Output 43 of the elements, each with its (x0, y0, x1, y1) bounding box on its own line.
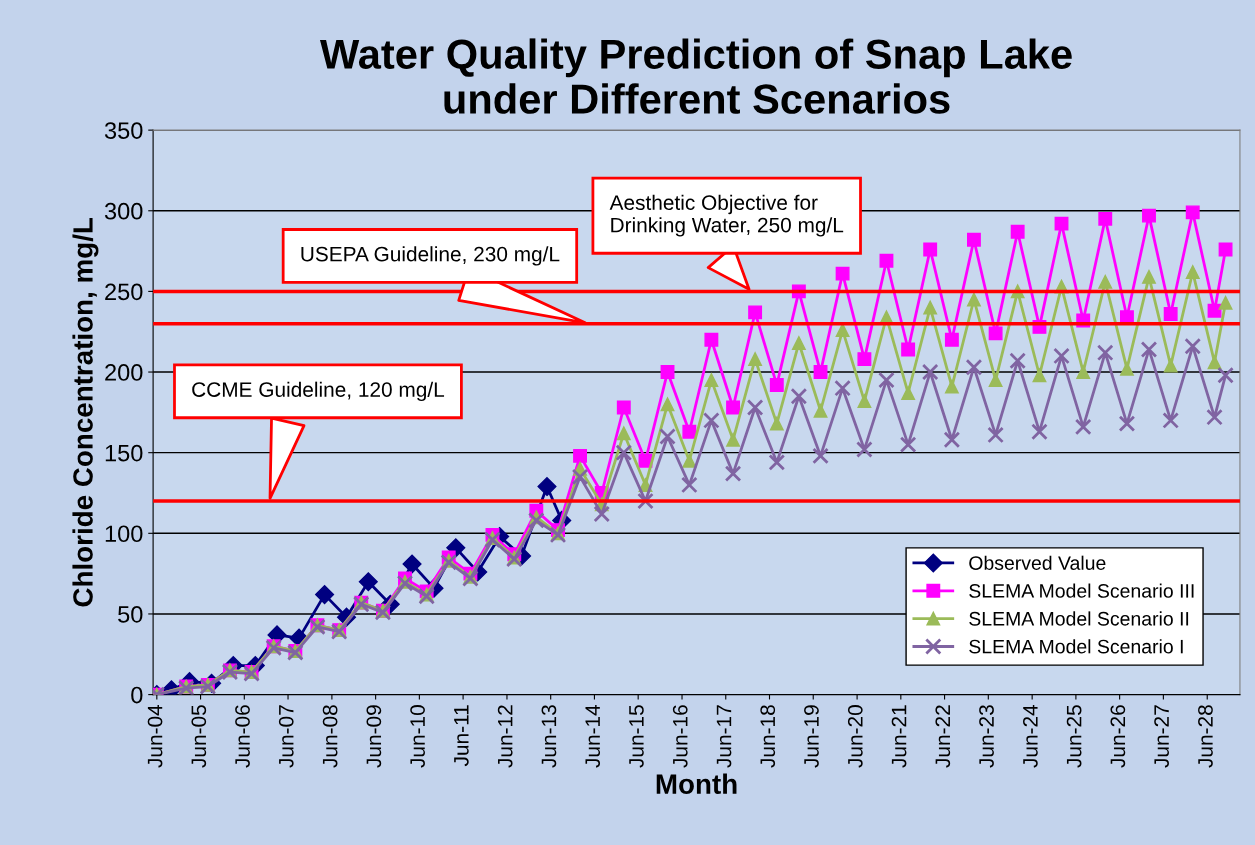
x-tick-label: Jun-16 (672, 705, 688, 768)
y-tick-label: 150 (105, 444, 143, 462)
x-tick-label: Jun-23 (979, 705, 994, 768)
x-tick-label: Jun-09 (366, 705, 382, 768)
x-tick-label: Jun-27 (1154, 705, 1169, 768)
x-tick-label: Jun-25 (1066, 705, 1082, 768)
ref-line-label: Aesthetic Objective for Drinking Water, 250 mg/L (609, 194, 844, 237)
x-tick-label: Jun-24 (1023, 704, 1038, 768)
x-tick-label: Jun-07 (278, 705, 294, 768)
chart-title: Water Quality Prediction of Snap Lake under Different Scenarios (319, 38, 1072, 114)
legend-label: SLEMA Model Scenario I (969, 639, 1183, 654)
legend-label: Observed Value (969, 555, 1106, 570)
x-tick-label: Jun-14 (585, 704, 601, 768)
x-tick-label: Jun-28 (1198, 705, 1213, 768)
x-tick-label: Jun-18 (760, 705, 776, 768)
x-tick-label: Jun-06 (235, 705, 250, 768)
x-tick-label: Jun-20 (847, 705, 863, 768)
ref-line-label: USEPA Guideline, 230 mg/L (301, 246, 560, 266)
x-tick-label: Jun-19 (804, 705, 819, 768)
legend-label: SLEMA Model Scenario II (969, 611, 1189, 626)
y-tick-label: 100 (105, 525, 143, 543)
x-tick-label: Jun-11 (454, 705, 469, 767)
x-tick-label: Jun-26 (1110, 705, 1126, 768)
x-tick-label: Jun-15 (629, 705, 644, 768)
x-tick-label: Jun-05 (191, 705, 207, 768)
x-tick-label: Jun-12 (497, 705, 513, 768)
x-tick-label: Jun-22 (935, 705, 951, 768)
legend-label: SLEMA Model Scenario III (969, 583, 1194, 598)
x-axis-title: Month (656, 773, 737, 794)
x-tick-label: Jun-10 (410, 705, 425, 768)
x-tick-label: Jun-21 (891, 705, 907, 768)
x-tick-label: Jun-17 (716, 705, 732, 768)
y-tick-label: 50 (118, 606, 143, 623)
x-tick-label: Jun-08 (322, 705, 338, 768)
x-tick-label: Jun-04 (147, 704, 163, 768)
ref-line-label: CCME Guideline, 120 mg/L (192, 381, 445, 402)
y-tick-label: 300 (104, 202, 143, 220)
y-tick-label: 200 (105, 364, 143, 381)
y-tick-label: 0 (131, 686, 143, 704)
x-tick-label: Jun-13 (541, 705, 557, 768)
y-tick-label: 250 (105, 283, 143, 301)
y-tick-label: 350 (104, 122, 143, 139)
y-axis-title: Chloride Concentration, mg/L (72, 217, 99, 607)
